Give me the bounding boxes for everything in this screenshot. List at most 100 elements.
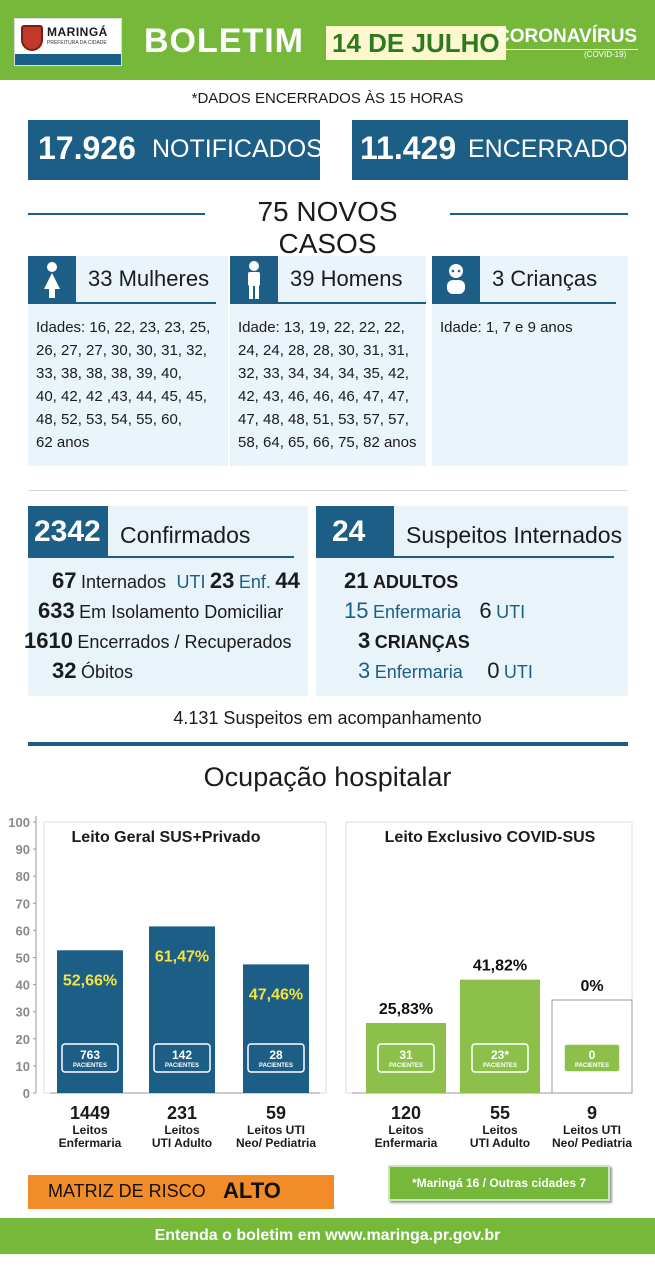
covid-label: (COVID-19) xyxy=(584,50,627,59)
category-label-line1: Leitos xyxy=(388,1123,424,1137)
obitos-label: Óbitos xyxy=(80,662,133,682)
y-tick-label: 80 xyxy=(16,869,30,884)
y-tick-label: 30 xyxy=(16,1005,30,1020)
beds-count: 231 xyxy=(167,1103,197,1123)
logo-subtitle: PREFEITURA DA CIDADE xyxy=(47,40,107,46)
category-label-line2: UTI Adulto xyxy=(152,1136,212,1150)
patients-count: 23* xyxy=(491,1048,509,1062)
adultos-number: 21 xyxy=(344,568,369,593)
male-icon xyxy=(230,256,278,304)
category-label-line1: Leitos xyxy=(164,1123,200,1137)
category-label-line1: Leitos xyxy=(482,1123,518,1137)
footer-link-bar[interactable]: Entenda o boletim em www.maringa.pr.gov.… xyxy=(0,1218,655,1254)
group-title: Leito Exclusivo COVID-SUS xyxy=(385,829,596,846)
recuperados-number: 1610 xyxy=(24,628,73,653)
suspeitos-underline xyxy=(394,556,614,558)
men-ages-line: 47, 48, 48, 51, 53, 57, 57, xyxy=(238,411,409,428)
date-badge: 14 DE JULHO xyxy=(326,26,506,60)
category-label-line1: Leitos xyxy=(72,1123,108,1137)
recuperados-row: 1610 Encerrados / Recuperados xyxy=(24,628,292,654)
adultos-uti-label: UTI xyxy=(496,602,526,622)
women-ages: Idades: 16, 22, 23, 23, 25, 26, 27, 27, … xyxy=(36,316,210,454)
men-ages-line: 32, 33, 34, 34, 34, 35, 42, xyxy=(238,365,409,382)
category-label-line2: Neo/ Pediatria xyxy=(236,1136,316,1150)
page-title: BOLETIM xyxy=(144,22,304,60)
uti-number: 23 xyxy=(209,568,235,593)
encerrados-box: 11.429 ENCERRADOS xyxy=(352,120,644,180)
category-label-line1: Leitos UTI xyxy=(247,1123,305,1137)
category-label-line1: Leitos UTI xyxy=(563,1123,621,1137)
criancas-uti-label: UTI xyxy=(503,662,533,682)
logo-social-bar xyxy=(15,54,121,65)
y-tick-label: 50 xyxy=(16,951,30,966)
city-emblem-icon xyxy=(21,25,43,51)
y-tick-label: 90 xyxy=(16,842,30,857)
recuperados-label: Encerrados / Recuperados xyxy=(77,632,292,652)
women-ages-line: 48, 52, 53, 54, 55, 60, xyxy=(36,411,182,428)
men-ages-line: 58, 64, 65, 66, 75, 82 anos xyxy=(238,434,417,451)
adultos-detail-row: 15 Enfermaria 6 UTI xyxy=(344,598,525,624)
bar-percent-label: 41,82% xyxy=(473,958,527,975)
covid-underline xyxy=(496,49,638,50)
beds-count: 120 xyxy=(391,1103,421,1123)
header-bar: MARINGÁ PREFEITURA DA CIDADE BOLETIM 14 … xyxy=(0,0,655,80)
patients-count: 31 xyxy=(399,1048,413,1062)
encerrados-label: ENCERRADOS xyxy=(468,135,645,163)
baby-icon xyxy=(432,256,480,304)
criancas-label: CRIANÇAS xyxy=(374,632,470,652)
coronavirus-label: CORONAVÍRUS xyxy=(496,26,638,47)
adultos-enf-number: 15 xyxy=(344,598,369,623)
men-ages: Idade: 13, 19, 22, 22, 22, 24, 24, 28, 2… xyxy=(238,316,416,454)
criancas-number: 3 xyxy=(358,628,371,653)
criancas-uti-number: 0 xyxy=(487,658,500,683)
criancas-enf-label: Enfermaria xyxy=(374,662,463,682)
patients-label: PACIENTES xyxy=(575,1063,609,1069)
category-label-line2: Neo/ Pediatria xyxy=(552,1136,632,1150)
novos-casos-heading: 75 NOVOS CASOS xyxy=(205,196,450,259)
case-column-men: 39 Homens Idade: 13, 19, 22, 22, 22, 24,… xyxy=(230,256,426,466)
section-rule xyxy=(28,742,628,746)
patients-label: PACIENTES xyxy=(165,1063,199,1069)
uti-origin-note: *Maringá 16 / Outras cidades 7 xyxy=(388,1165,610,1201)
obitos-row: 32 Óbitos xyxy=(52,658,133,684)
risk-matrix-label: MATRIZ DE RISCO xyxy=(48,1181,206,1201)
category-label-line2: Enfermaria xyxy=(375,1136,438,1150)
children-count: 3 Crianças xyxy=(492,266,598,291)
adultos-row: 21 ADULTOS xyxy=(344,568,458,594)
patients-label: PACIENTES xyxy=(73,1063,107,1069)
patients-count: 28 xyxy=(269,1048,283,1062)
women-ages-line: 62 anos xyxy=(36,434,90,451)
uti-label: UTI xyxy=(176,572,206,592)
y-tick-label: 60 xyxy=(16,923,30,938)
women-ages-line: 33, 38, 38, 38, 39, 40, xyxy=(36,365,182,382)
category-label-line2: Enfermaria xyxy=(59,1136,122,1150)
category-label-line2: UTI Adulto xyxy=(470,1136,530,1150)
patients-count: 0 xyxy=(589,1048,596,1062)
notificados-label: NOTIFICADOS xyxy=(152,135,323,163)
men-ages-line: 42, 43, 46, 46, 46, 47, 47, xyxy=(238,388,409,405)
patients-count: 142 xyxy=(172,1048,192,1062)
y-tick-label: 70 xyxy=(16,896,30,911)
men-count: 39 Homens xyxy=(290,266,403,291)
y-tick-label: 0 xyxy=(23,1086,30,1101)
patients-badge xyxy=(377,1043,435,1073)
encerrados-number: 11.429 xyxy=(360,130,457,166)
children-ages: Idade: 1, 7 e 9 anos xyxy=(440,316,573,339)
suspeitos-box: 24 Suspeitos Internados 21 ADULTOS 15 En… xyxy=(316,506,628,696)
bar-percent-label: 0% xyxy=(580,978,603,995)
patients-badge xyxy=(153,1043,211,1073)
data-notice: *DADOS ENCERRADOS ÀS 15 HORAS xyxy=(191,90,464,107)
enf-number: 44 xyxy=(275,568,300,593)
patients-badge xyxy=(563,1043,621,1073)
notificados-number: 17.926 xyxy=(38,130,136,166)
women-underline xyxy=(76,302,216,304)
logo-name: MARINGÁ xyxy=(47,25,108,39)
women-count: 33 Mulheres xyxy=(88,266,210,291)
ocupacao-title: Ocupação hospitalar xyxy=(203,762,452,792)
patients-label: PACIENTES xyxy=(389,1063,423,1069)
children-underline xyxy=(480,302,616,304)
risk-matrix-value: ALTO xyxy=(223,1178,281,1203)
confirmados-box: 2342 Confirmados 67 Internados UTI 23 En… xyxy=(24,506,308,696)
children-ages-line: Idade: 1, 7 e 9 anos xyxy=(440,319,573,336)
